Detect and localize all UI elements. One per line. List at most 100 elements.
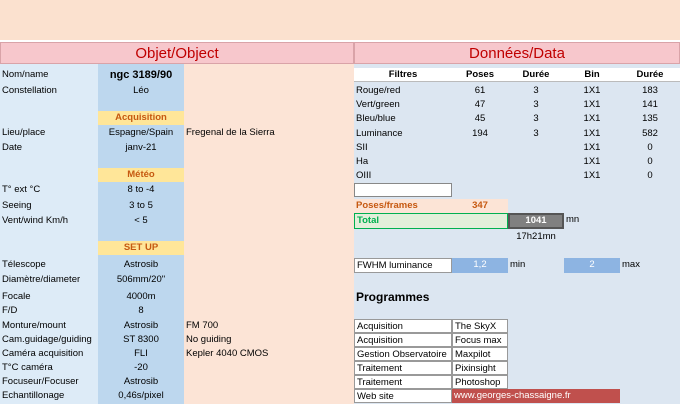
filter-name: Ha — [356, 156, 369, 167]
row-value: -20 — [134, 362, 148, 373]
row-note: FM 700 — [186, 320, 219, 331]
row-value: FLI — [134, 348, 148, 359]
poses-value: 347 — [452, 199, 508, 213]
filter-value: 183 — [642, 85, 658, 96]
row-label: Lieu/place — [2, 127, 46, 138]
row-label: Echantillonage — [2, 390, 65, 401]
row-note: Kepler 4040 CMOS — [186, 348, 269, 359]
filter-value: 0 — [647, 141, 653, 153]
row-value: Astrosib — [123, 376, 159, 387]
data-header: Données/Data — [354, 42, 680, 64]
filter-value: 582 — [642, 127, 658, 139]
program-role: Acquisition — [354, 333, 452, 347]
row-label: Focale — [2, 291, 31, 302]
row-label: T° ext °C — [2, 184, 41, 195]
blank-input-cell[interactable] — [354, 183, 452, 197]
row-value: 4000m — [126, 291, 156, 302]
note-column — [184, 64, 354, 404]
row-label: Constellation — [2, 85, 57, 96]
row-label: Nom/name — [2, 69, 49, 80]
filter-name: OIII — [356, 170, 372, 182]
filter-value: 1X1 — [583, 156, 601, 167]
row-value: Léo — [133, 85, 149, 96]
filter-value: 3 — [533, 113, 539, 125]
filter-value: 3 — [533, 127, 539, 139]
total-label: Total — [354, 213, 508, 229]
filter-value: 0 — [647, 156, 653, 167]
filter-value: 61 — [474, 85, 486, 96]
total-value[interactable]: 1041 — [508, 213, 564, 229]
total-unit: mn — [566, 214, 580, 225]
row-note: Fregenal de la Sierra — [186, 127, 275, 138]
fwhm-min-value: 1,2 — [452, 258, 508, 273]
filter-value: 47 — [474, 99, 486, 111]
row-value: 0,46s/pixel — [118, 390, 164, 401]
section-header: SET UP — [98, 241, 184, 255]
row-label: Vent/wind Km/h — [2, 215, 69, 226]
filter-value: 1X1 — [583, 113, 601, 125]
row-label: Caméra acquisition — [2, 348, 84, 359]
fwhm-max-value: 2 — [564, 258, 620, 273]
filters-col-header: Durée — [508, 68, 564, 82]
poses-label: Poses/frames — [354, 199, 452, 213]
programs-title: Programmes — [356, 290, 430, 304]
filter-value: 141 — [642, 99, 658, 111]
total-hm: 17h21mn — [516, 231, 556, 242]
filters-col-header: Poses — [452, 68, 508, 82]
filter-value: 194 — [472, 127, 488, 139]
row-value: ST 8300 — [123, 334, 159, 345]
row-label: Cam.guidage/guiding — [2, 334, 92, 345]
program-software: Focus max — [452, 333, 508, 347]
filter-value: 1X1 — [583, 141, 601, 153]
row-value: Astrosib — [123, 320, 159, 331]
object-header: Objet/Object — [0, 42, 354, 64]
filter-value: 1X1 — [583, 170, 601, 182]
row-label: Télescope — [2, 259, 46, 270]
row-value: Espagne/Spain — [108, 127, 174, 138]
fwhm-min-label: min — [510, 259, 526, 270]
program-role: Web site — [354, 389, 452, 403]
row-label: F/D — [2, 305, 18, 316]
filters-col-header: Bin — [564, 68, 620, 82]
row-label: Focuseur/Focuser — [2, 376, 79, 387]
program-software: The SkyX — [452, 319, 508, 333]
row-value: 8 to -4 — [127, 184, 155, 195]
filter-name: Rouge/red — [356, 85, 401, 96]
filter-value: 1X1 — [583, 85, 601, 96]
program-role: Gestion Observatoire — [354, 347, 452, 361]
filters-col-header: Durée — [620, 68, 680, 82]
fwhm-max-label: max — [622, 259, 640, 270]
row-value: janv-21 — [125, 142, 157, 153]
program-software: Maxpilot — [452, 347, 508, 361]
filter-value: 1X1 — [583, 99, 601, 111]
fwhm-label: FWHM luminance — [354, 258, 452, 273]
row-value: 8 — [138, 305, 144, 316]
row-label: Date — [2, 142, 23, 153]
label-column — [0, 64, 98, 404]
filter-value: 135 — [642, 113, 658, 125]
filter-value: 0 — [647, 170, 653, 182]
row-label: T°C caméra — [2, 362, 53, 373]
filter-name: SII — [356, 141, 368, 153]
row-label: Seeing — [2, 200, 32, 211]
row-note: No guiding — [186, 334, 232, 345]
row-value: Astrosib — [123, 259, 159, 270]
filter-value: 3 — [533, 85, 539, 96]
row-value: < 5 — [134, 215, 148, 226]
filter-value: 45 — [474, 113, 486, 125]
website-link[interactable]: www.georges-chassaigne.fr — [452, 389, 620, 403]
filter-name: Luminance — [356, 127, 403, 139]
program-software: Pixinsight — [452, 361, 508, 375]
filter-value: 1X1 — [583, 127, 601, 139]
top-band — [0, 0, 680, 40]
section-header: Météo — [98, 168, 184, 182]
filter-name: Vert/green — [356, 99, 400, 111]
row-label: Monture/mount — [2, 320, 66, 331]
filter-name: Bleu/blue — [356, 113, 396, 125]
program-role: Traitement — [354, 361, 452, 375]
program-role: Acquisition — [354, 319, 452, 333]
program-software: Photoshop — [452, 375, 508, 389]
row-label: Diamètre/diameter — [2, 274, 81, 285]
row-value: ngc 3189/90 — [109, 69, 173, 81]
row-value: 506mm/20" — [116, 274, 166, 285]
